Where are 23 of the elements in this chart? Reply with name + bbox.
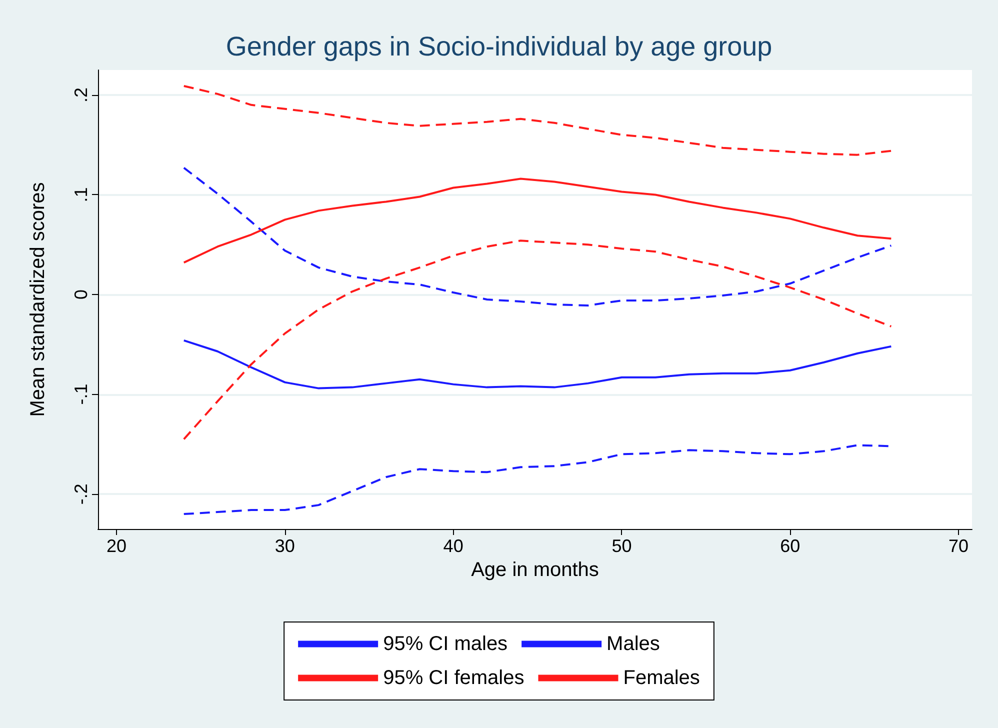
legend-label: Females (623, 667, 700, 689)
y-tick-label: .1 (71, 187, 91, 202)
legend-label: Males (606, 633, 660, 655)
x-tick-label: 40 (443, 536, 464, 556)
chart-title: Gender gaps in Socio-individual by age group (226, 32, 772, 62)
y-tick-label: -.1 (71, 384, 91, 405)
x-tick-label: 50 (612, 536, 632, 556)
legend-label: 95% CI females (383, 667, 524, 689)
legend-label: 95% CI males (383, 633, 508, 655)
y-axis-title: Mean standardized scores (27, 182, 49, 417)
line-series (182, 240, 892, 440)
line-series (182, 84, 892, 156)
line-series (182, 178, 892, 264)
y-tick-label: -.2 (71, 484, 91, 505)
y-tick-label: .2 (71, 87, 91, 102)
x-tick-label: 30 (274, 536, 295, 556)
x-tick-label: 20 (106, 536, 127, 556)
x-tick-label: 60 (780, 536, 800, 556)
y-tick-label: 0 (71, 290, 91, 300)
x-axis-title: Age in months (471, 558, 599, 581)
x-tick-label: 70 (948, 536, 969, 556)
line-series (182, 166, 892, 306)
line-series (182, 339, 892, 390)
